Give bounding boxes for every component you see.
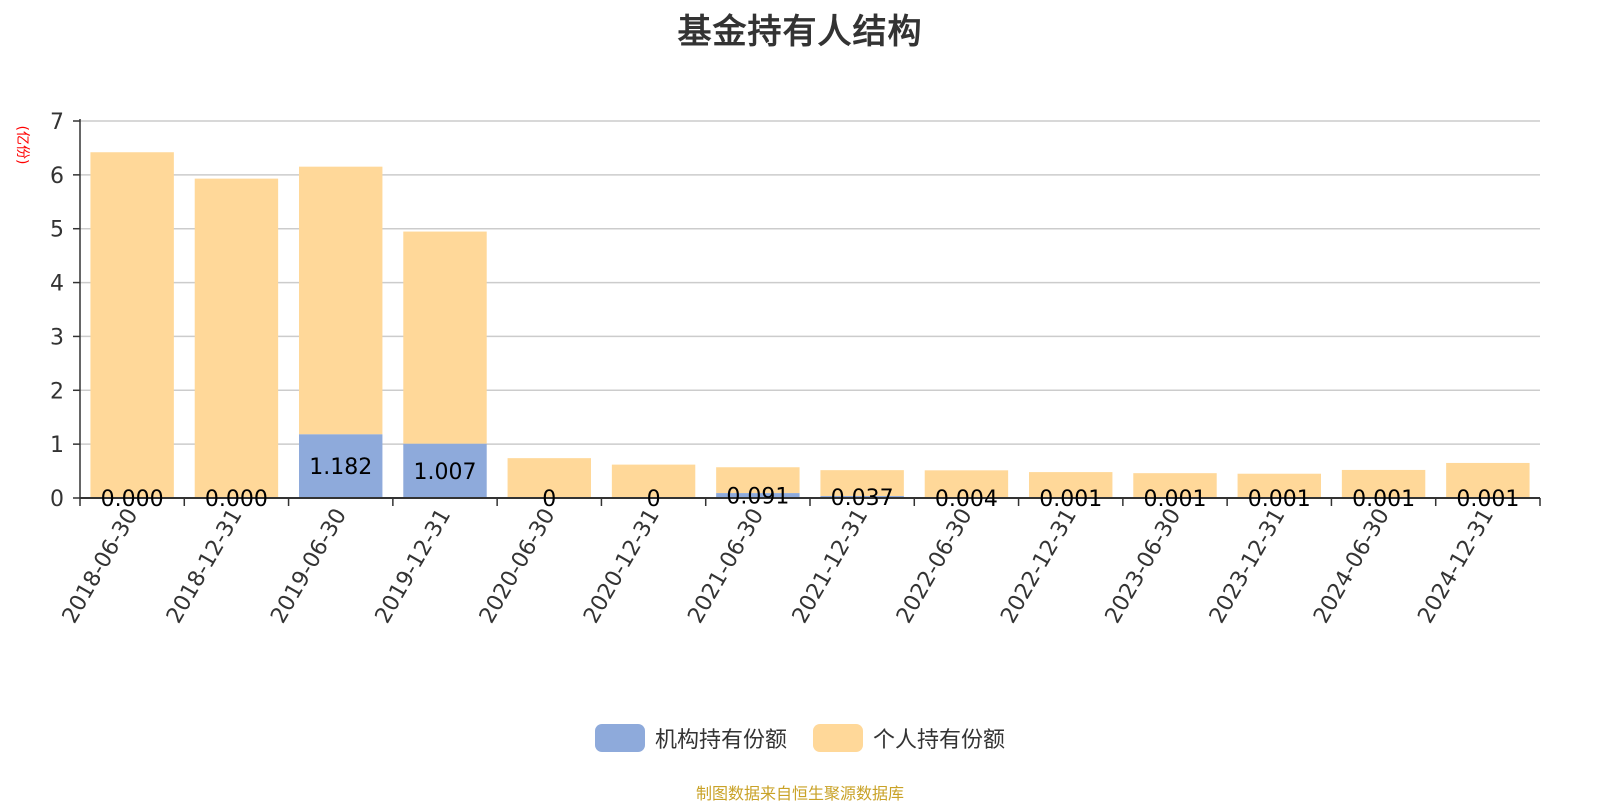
x-tick-label: 2021-12-31 [788,505,874,628]
data-label-institutional: 0 [647,487,661,512]
data-label-institutional: 0.001 [1456,487,1519,512]
legend-swatch-institutional [595,724,645,752]
x-tick-label: 2023-06-30 [1101,505,1187,628]
legend-label-individual: 个人持有份额 [873,722,1005,754]
data-label-institutional: 0.037 [831,486,894,511]
x-tick-label: 2019-12-31 [371,505,457,628]
x-tick-label: 2024-06-30 [1309,505,1395,628]
y-axis-unit-label: (亿份) [14,126,30,165]
bar-individual [195,179,278,498]
y-tick-label: 6 [50,164,64,189]
x-tick-label: 2023-12-31 [1205,505,1291,628]
data-label-institutional: 1.007 [414,460,477,485]
x-tick-label: 2018-12-31 [162,505,248,628]
data-label-institutional: 1.182 [309,455,372,480]
legend: 机构持有份额 个人持有份额 [0,722,1600,754]
x-tick-label: 2022-06-30 [892,505,978,628]
legend-swatch-individual [813,724,863,752]
y-tick-label: 1 [50,433,64,458]
data-label-institutional: 0.001 [1039,487,1102,512]
data-label-institutional: 0.000 [101,487,164,512]
x-tick-label: 2022-12-31 [996,505,1082,628]
legend-label-institutional: 机构持有份额 [655,722,787,754]
y-tick-label: 3 [50,325,64,350]
bar-individual [403,232,486,444]
data-label-institutional: 0.001 [1144,487,1207,512]
x-tick-label: 2020-06-30 [475,505,561,628]
x-tick-label: 2018-06-30 [58,505,144,628]
data-label-institutional: 0 [542,487,556,512]
x-tick-label: 2019-06-30 [266,505,352,628]
data-label-institutional: 0.091 [726,485,789,510]
x-tick-label: 2021-06-30 [683,505,769,628]
y-tick-label: 7 [50,110,64,135]
legend-item-institutional[interactable]: 机构持有份额 [595,722,787,754]
bar-series [90,152,1529,498]
data-label-institutional: 0.001 [1352,487,1415,512]
y-tick-label: 5 [50,218,64,243]
legend-item-individual[interactable]: 个人持有份额 [813,722,1005,754]
data-label-institutional: 0.004 [935,487,998,512]
y-tick-label: 4 [50,272,64,297]
source-note: 制图数据来自恒生聚源数据库 [0,780,1600,804]
y-tick-label: 2 [50,379,64,404]
x-tick-label: 2024-12-31 [1413,505,1499,628]
bar-individual [299,167,382,435]
y-tick-label: 0 [50,487,64,512]
x-tick-label: 2020-12-31 [579,505,665,628]
bar-individual [90,152,173,498]
data-label-institutional: 0.000 [205,487,268,512]
data-label-institutional: 0.001 [1248,487,1311,512]
